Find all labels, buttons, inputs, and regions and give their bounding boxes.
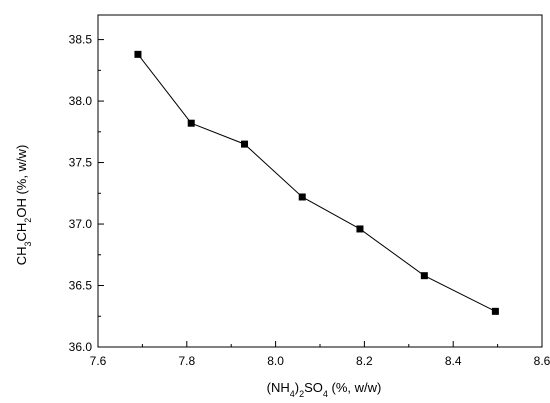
y-axis-label: CH3CH2OH (%, w/w) — [14, 145, 33, 266]
y-tick-label: 36.5 — [69, 279, 93, 293]
x-axis-label: (NH4)2SO4 (%, w/w) — [267, 380, 382, 399]
x-tick-label: 7.6 — [90, 354, 107, 368]
data-point — [298, 193, 306, 201]
y-tick-label: 38.0 — [69, 94, 93, 108]
series-line — [137, 54, 496, 312]
data-point — [356, 225, 364, 233]
data-point — [420, 272, 428, 280]
x-tick-label: 8.6 — [534, 354, 550, 368]
x-tick-label: 7.8 — [178, 354, 195, 368]
y-tick-label: 36.0 — [69, 340, 93, 354]
x-tick-label: 8.2 — [356, 354, 373, 368]
data-point — [491, 307, 499, 315]
y-tick-label: 37.5 — [69, 156, 93, 170]
data-point — [134, 50, 142, 58]
data-point — [241, 140, 249, 148]
x-tick-label: 8.4 — [445, 354, 462, 368]
y-tick-label: 37.0 — [69, 217, 93, 231]
y-tick-label: 38.5 — [69, 33, 93, 47]
plot-frame — [97, 14, 543, 348]
x-tick-label: 8.0 — [267, 354, 284, 368]
data-point — [187, 119, 195, 127]
